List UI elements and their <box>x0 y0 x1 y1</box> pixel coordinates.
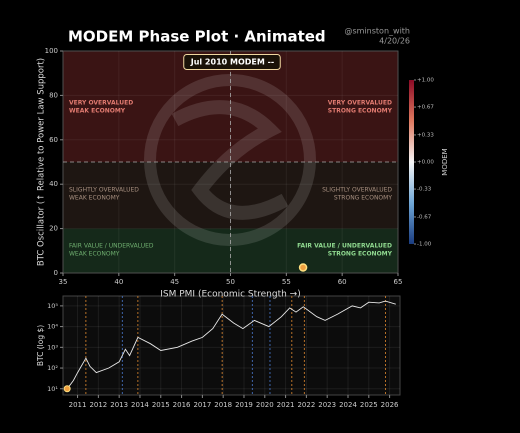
foreground-layer: MODEM Phase Plot · Animated @sminston_wit… <box>36 27 449 410</box>
y-tick-label: 20 <box>49 225 58 233</box>
annotation-box <box>183 54 281 70</box>
x-tick-label: 65 <box>394 278 403 286</box>
quadrant-label: FAIR VALUE / UNDERVALUED <box>69 243 154 250</box>
colorbar-tick-label: +1.00 <box>417 78 434 84</box>
y-tick-label: 10⁵ <box>47 302 58 310</box>
quadrant-label: STRONG ECONOMY <box>328 108 393 115</box>
quadrant-label: STRONG ECONOMY <box>328 251 393 258</box>
colorbar-tick-label: +0.00 <box>417 160 434 166</box>
quadrant-label: STRONG ECONOMY <box>334 195 393 202</box>
x-tick-label: 2023 <box>318 401 336 409</box>
x-tick-label: 50 <box>226 278 235 286</box>
x-tick-label: 2013 <box>110 401 128 409</box>
colorbar-tick-label: -1.00 <box>417 242 432 248</box>
y-tick-label: 0 <box>54 269 58 277</box>
y-tick-label: 40 <box>49 180 58 188</box>
y-tick-label: 10¹ <box>47 385 58 393</box>
quadrant-label: VERY OVERVALUED <box>328 100 392 107</box>
x-tick-label: 35 <box>59 278 68 286</box>
y-tick-label: 10³ <box>47 343 58 351</box>
x-tick-label: 45 <box>170 278 179 286</box>
quadrant-label: WEAK ECONOMY <box>69 195 120 202</box>
quadrant-label: SLIGHTLY OVERVALUED <box>322 187 392 194</box>
x-tick-label: 2011 <box>69 401 87 409</box>
colorbar-label: MODEM <box>441 148 449 175</box>
x-tick-label: 55 <box>282 278 291 286</box>
x-tick-label: 2022 <box>297 401 315 409</box>
x-tick-label: 2019 <box>235 401 253 409</box>
x-tick-label: 2021 <box>277 401 295 409</box>
annotation: Jul 2010 MODEM -- <box>190 58 275 67</box>
y-tick-label: 60 <box>49 136 58 144</box>
y-tick-label: 80 <box>49 91 58 99</box>
x-tick-label: 2016 <box>173 401 191 409</box>
x-tick-label: 2014 <box>131 401 149 409</box>
x-tick-label: 40 <box>114 278 123 286</box>
x-tick-label: 2018 <box>214 401 232 409</box>
y-tick-label: 10⁴ <box>47 323 58 331</box>
quadrant-label: WEAK ECONOMY <box>69 251 120 258</box>
colorbar-tick-label: -0.67 <box>417 214 432 220</box>
y-axis-label: BTC Oscillator (↑ Relative to Power Law … <box>37 58 47 266</box>
colorbar <box>409 80 414 244</box>
y-tick-label: 100 <box>45 47 58 55</box>
x-tick-label: 2025 <box>360 401 378 409</box>
date: 4/20/26 <box>379 37 410 46</box>
quadrant-label: VERY OVERVALUED <box>69 100 133 107</box>
x-tick-label: 2012 <box>89 401 107 409</box>
price-line <box>66 300 396 390</box>
watermark <box>144 74 316 246</box>
y-tick-label: 10² <box>47 364 58 372</box>
x-tick-label: 60 <box>338 278 347 286</box>
quadrant-label: WEAK ECONOMY <box>69 108 126 115</box>
x-tick-label: 2015 <box>152 401 170 409</box>
x-axis-label: ISM PMI (Economic Strength →) <box>160 290 300 300</box>
y-axis-label: BTC (log $) <box>36 325 45 366</box>
data-point <box>298 263 308 272</box>
x-tick-label: 2026 <box>381 401 399 409</box>
quadrant-label: FAIR VALUE / UNDERVALUED <box>297 243 392 250</box>
handle: @sminston_with <box>345 27 411 36</box>
colorbar-tick-label: +0.33 <box>417 132 434 138</box>
chart-title: MODEM Phase Plot · Animated <box>68 28 326 46</box>
x-tick-label: 2024 <box>339 401 357 409</box>
quadrant-label: SLIGHTLY OVERVALUED <box>69 187 139 194</box>
colorbar-tick-label: +0.67 <box>417 105 434 111</box>
plot-background <box>62 295 401 396</box>
current-marker <box>63 385 71 393</box>
x-tick-label: 2017 <box>193 401 211 409</box>
x-tick-label: 2020 <box>256 401 274 409</box>
colorbar-tick-label: -0.33 <box>417 187 432 193</box>
